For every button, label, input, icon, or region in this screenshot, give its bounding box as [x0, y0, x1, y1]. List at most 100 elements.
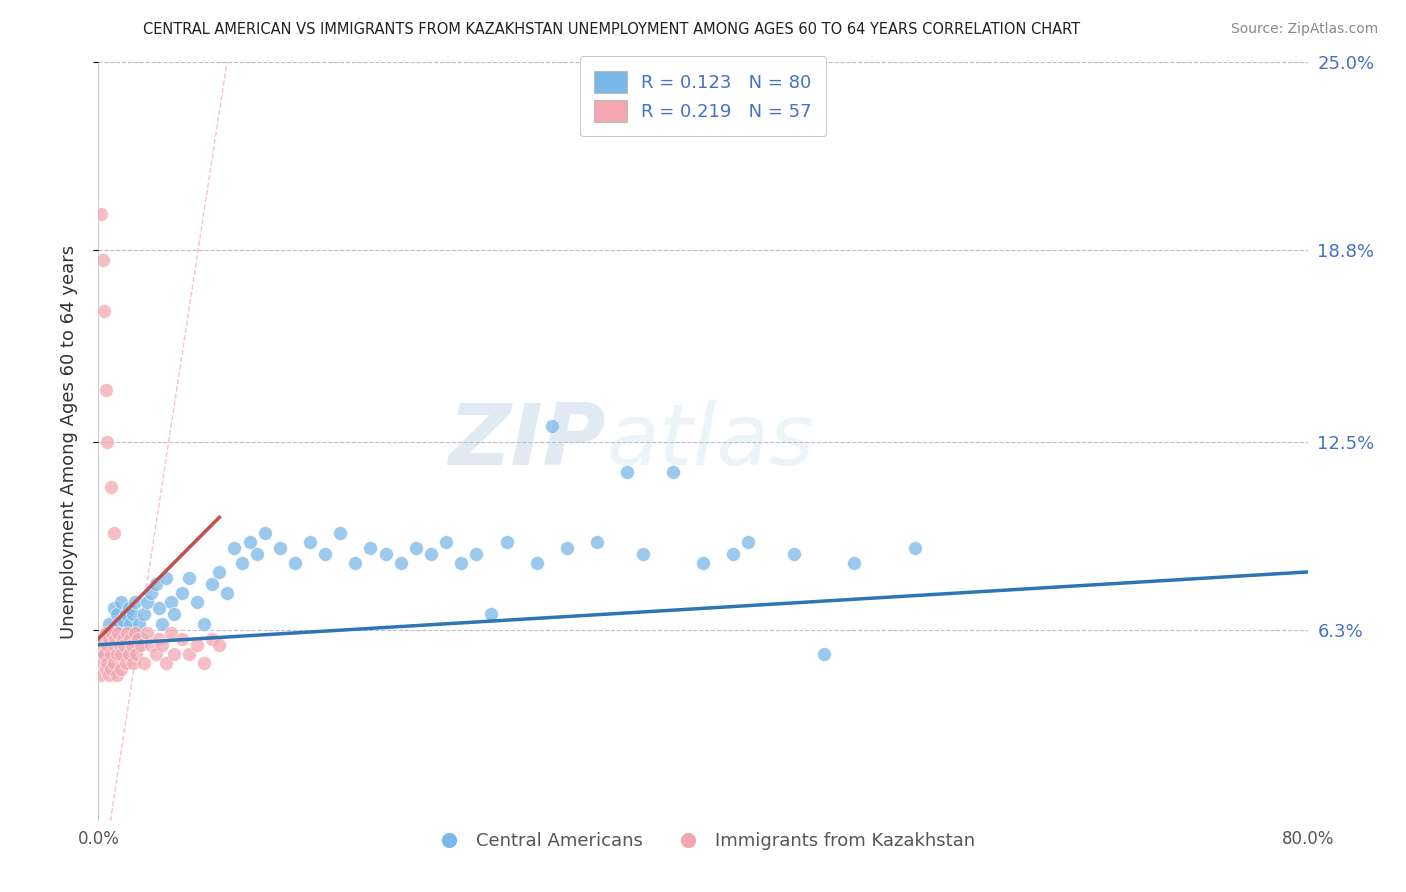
Point: [155, 571, 177, 585]
Point: [112, 638, 135, 652]
Point: [101, 625, 124, 640]
Point: [186, 638, 208, 652]
Point: [118, 623, 141, 637]
Point: [96, 638, 118, 652]
Point: [224, 541, 246, 555]
Point: [145, 577, 167, 591]
Text: ZIP: ZIP: [449, 400, 606, 483]
Point: [98, 668, 121, 682]
Point: [114, 656, 136, 670]
Point: [215, 586, 238, 600]
Point: [90, 207, 112, 221]
Point: [100, 647, 122, 661]
Point: [141, 638, 163, 652]
Point: [111, 614, 134, 628]
Point: [495, 534, 517, 549]
Point: [125, 625, 148, 640]
Point: [122, 607, 145, 622]
Point: [631, 547, 654, 561]
Point: [239, 534, 262, 549]
Point: [813, 647, 835, 661]
Point: [160, 595, 183, 609]
Text: atlas: atlas: [606, 400, 814, 483]
Point: [110, 595, 132, 609]
Point: [135, 595, 157, 609]
Point: [104, 625, 127, 640]
Point: [246, 547, 269, 561]
Point: [110, 638, 132, 652]
Point: [481, 607, 503, 622]
Point: [110, 662, 132, 676]
Point: [269, 541, 291, 555]
Point: [465, 547, 488, 561]
Point: [344, 556, 367, 570]
Point: [450, 556, 472, 570]
Point: [94, 383, 117, 397]
Point: [107, 632, 129, 646]
Point: [100, 480, 122, 494]
Text: CENTRAL AMERICAN VS IMMIGRANTS FROM KAZAKHSTAN UNEMPLOYMENT AMONG AGES 60 TO 64 : CENTRAL AMERICAN VS IMMIGRANTS FROM KAZA…: [143, 22, 1080, 37]
Point: [120, 632, 142, 646]
Point: [904, 541, 927, 555]
Point: [526, 556, 548, 570]
Point: [299, 534, 322, 549]
Point: [434, 534, 457, 549]
Point: [108, 616, 131, 631]
Point: [135, 625, 157, 640]
Point: [122, 656, 145, 670]
Point: [90, 668, 112, 682]
Point: [145, 647, 167, 661]
Point: [661, 465, 683, 479]
Point: [121, 638, 143, 652]
Point: [155, 656, 177, 670]
Text: Source: ZipAtlas.com: Source: ZipAtlas.com: [1230, 22, 1378, 37]
Point: [208, 565, 231, 579]
Point: [555, 541, 578, 555]
Point: [105, 647, 128, 661]
Point: [616, 465, 638, 479]
Point: [329, 525, 352, 540]
Point: [186, 595, 208, 609]
Point: [150, 638, 173, 652]
Point: [170, 586, 193, 600]
Point: [201, 632, 224, 646]
Point: [160, 625, 183, 640]
Point: [103, 623, 125, 637]
Point: [124, 625, 146, 640]
Point: [150, 616, 173, 631]
Point: [103, 601, 125, 615]
Point: [586, 534, 609, 549]
Point: [360, 541, 382, 555]
Y-axis label: Unemployment Among Ages 60 to 64 years: Unemployment Among Ages 60 to 64 years: [59, 244, 77, 639]
Point: [193, 616, 215, 631]
Point: [110, 647, 132, 661]
Point: [314, 547, 336, 561]
Point: [114, 607, 136, 622]
Point: [96, 656, 118, 670]
Point: [128, 616, 150, 631]
Point: [124, 595, 146, 609]
Point: [90, 632, 112, 646]
Point: [94, 625, 117, 640]
Point: [118, 601, 141, 615]
Point: [93, 647, 115, 661]
Point: [91, 252, 114, 267]
Point: [284, 556, 307, 570]
Point: [101, 638, 124, 652]
Point: [389, 556, 412, 570]
Point: [91, 656, 114, 670]
Point: [148, 632, 170, 646]
Point: [253, 525, 276, 540]
Point: [163, 647, 186, 661]
Point: [231, 556, 253, 570]
Point: [193, 656, 215, 670]
Point: [132, 656, 155, 670]
Point: [540, 419, 562, 434]
Point: [129, 632, 152, 646]
Legend: Central Americans, Immigrants from Kazakhstan: Central Americans, Immigrants from Kazak…: [423, 825, 983, 857]
Point: [121, 632, 143, 646]
Point: [111, 632, 134, 646]
Point: [692, 556, 714, 570]
Point: [405, 541, 427, 555]
Point: [127, 632, 149, 646]
